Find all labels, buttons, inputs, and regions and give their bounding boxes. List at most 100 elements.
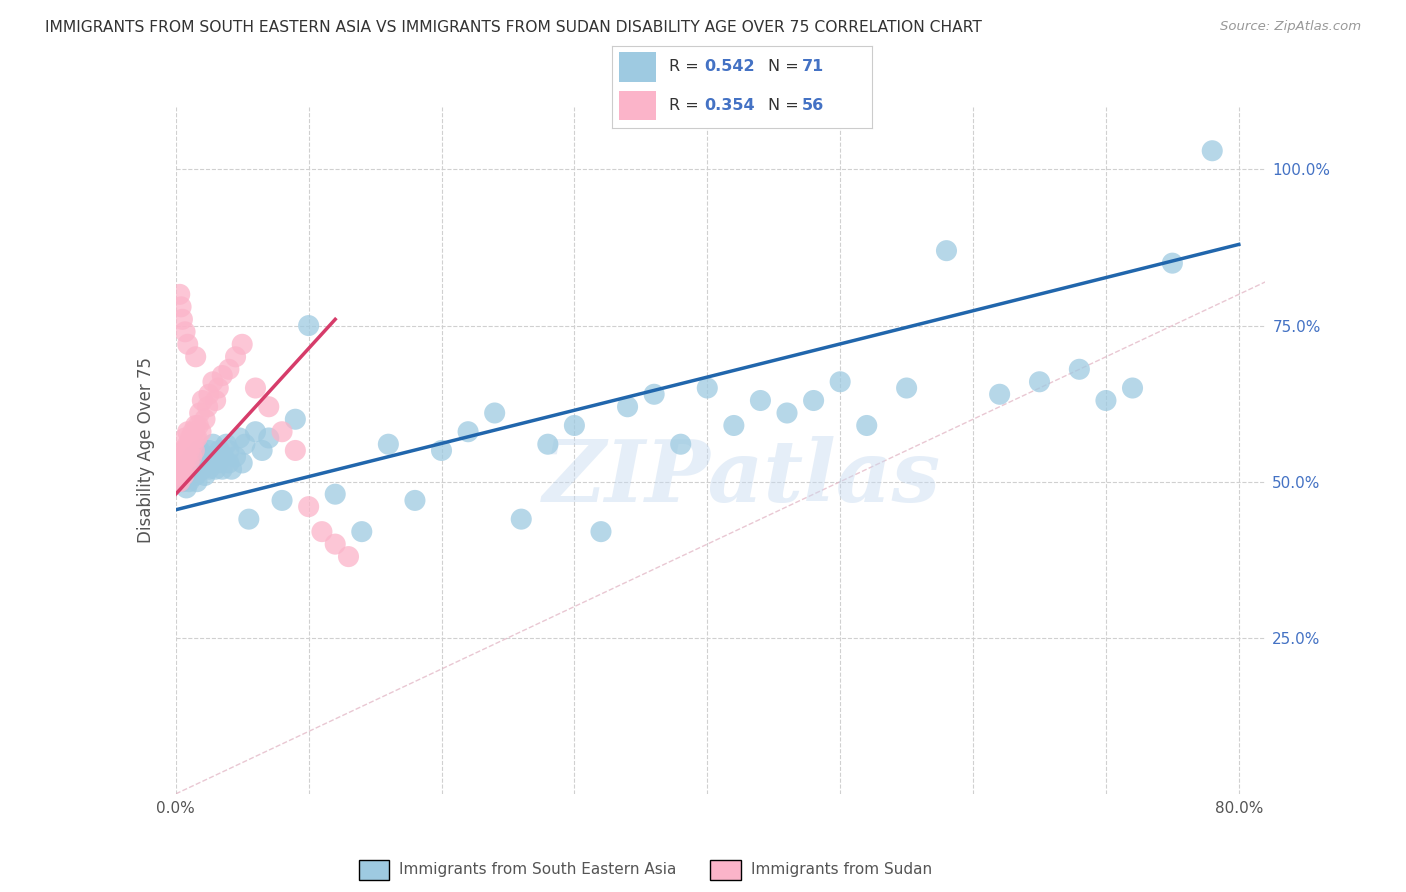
- Point: [186, 475, 208, 489]
- Text: N =: N =: [768, 60, 804, 74]
- Point: [176, 462, 198, 476]
- Point: [166, 462, 188, 476]
- Point: [221, 462, 243, 476]
- Point: [284, 443, 307, 458]
- Text: N =: N =: [768, 98, 804, 113]
- Point: [245, 425, 267, 439]
- Point: [172, 312, 194, 326]
- Point: [803, 393, 825, 408]
- Point: [1161, 256, 1184, 270]
- Point: [181, 425, 204, 439]
- Text: 0.542: 0.542: [704, 60, 755, 74]
- Point: [183, 443, 205, 458]
- Bar: [620, 52, 655, 82]
- Point: [1121, 381, 1143, 395]
- Point: [188, 406, 211, 420]
- Point: [204, 462, 226, 476]
- Point: [177, 437, 200, 451]
- Text: Source: ZipAtlas.com: Source: ZipAtlas.com: [1220, 20, 1361, 33]
- Point: [231, 456, 253, 470]
- Point: [201, 437, 224, 451]
- Point: [170, 468, 193, 483]
- Text: IMMIGRANTS FROM SOUTH EASTERN ASIA VS IMMIGRANTS FROM SUDAN DISABILITY AGE OVER : IMMIGRANTS FROM SOUTH EASTERN ASIA VS IM…: [45, 20, 981, 35]
- Point: [174, 443, 197, 458]
- Point: [776, 406, 799, 420]
- Point: [1095, 393, 1118, 408]
- Point: [669, 437, 692, 451]
- Point: [195, 456, 218, 470]
- Point: [184, 468, 207, 483]
- Point: [179, 431, 201, 445]
- Point: [177, 468, 200, 483]
- Point: [170, 450, 193, 464]
- Text: 71: 71: [801, 60, 824, 74]
- Point: [643, 387, 665, 401]
- Point: [430, 443, 453, 458]
- Point: [198, 387, 221, 401]
- Point: [177, 456, 200, 470]
- Point: [323, 537, 346, 551]
- Point: [181, 450, 204, 464]
- Point: [457, 425, 479, 439]
- Point: [184, 431, 207, 445]
- Point: [537, 437, 560, 451]
- Point: [197, 400, 219, 414]
- Point: [1069, 362, 1091, 376]
- Point: [298, 500, 321, 514]
- Point: [218, 443, 240, 458]
- Text: R =: R =: [669, 98, 704, 113]
- Point: [204, 393, 226, 408]
- Point: [186, 431, 208, 445]
- Point: [484, 406, 506, 420]
- Point: [228, 431, 250, 445]
- Point: [166, 475, 188, 489]
- Point: [245, 381, 267, 395]
- Point: [174, 325, 197, 339]
- Point: [1028, 375, 1050, 389]
- Point: [225, 450, 247, 464]
- Text: Immigrants from Sudan: Immigrants from Sudan: [751, 863, 932, 877]
- Point: [174, 431, 197, 445]
- Point: [204, 450, 226, 464]
- Point: [208, 443, 231, 458]
- Point: [988, 387, 1011, 401]
- Point: [190, 425, 212, 439]
- Text: 0.354: 0.354: [704, 98, 755, 113]
- Text: R =: R =: [669, 60, 704, 74]
- Point: [191, 450, 214, 464]
- Point: [404, 493, 426, 508]
- Point: [723, 418, 745, 433]
- Text: Immigrants from South Eastern Asia: Immigrants from South Eastern Asia: [399, 863, 676, 877]
- Text: 56: 56: [801, 98, 824, 113]
- Point: [207, 456, 229, 470]
- Point: [191, 462, 214, 476]
- Point: [172, 443, 194, 458]
- Point: [589, 524, 612, 539]
- Point: [211, 462, 233, 476]
- Point: [172, 456, 194, 470]
- Point: [176, 450, 198, 464]
- Point: [855, 418, 877, 433]
- Point: [174, 462, 197, 476]
- Point: [184, 456, 207, 470]
- Point: [169, 287, 191, 301]
- Point: [830, 375, 852, 389]
- Point: [176, 481, 198, 495]
- Point: [896, 381, 918, 395]
- Point: [311, 524, 333, 539]
- Point: [172, 475, 194, 489]
- Point: [215, 437, 238, 451]
- Point: [169, 475, 191, 489]
- Point: [177, 475, 200, 489]
- Point: [225, 350, 247, 364]
- Point: [377, 437, 399, 451]
- Point: [198, 443, 221, 458]
- Point: [180, 450, 202, 464]
- Point: [935, 244, 957, 258]
- Point: [233, 437, 256, 451]
- Point: [218, 456, 240, 470]
- Y-axis label: Disability Age Over 75: Disability Age Over 75: [136, 358, 155, 543]
- Point: [696, 381, 718, 395]
- Point: [177, 337, 200, 351]
- Point: [323, 487, 346, 501]
